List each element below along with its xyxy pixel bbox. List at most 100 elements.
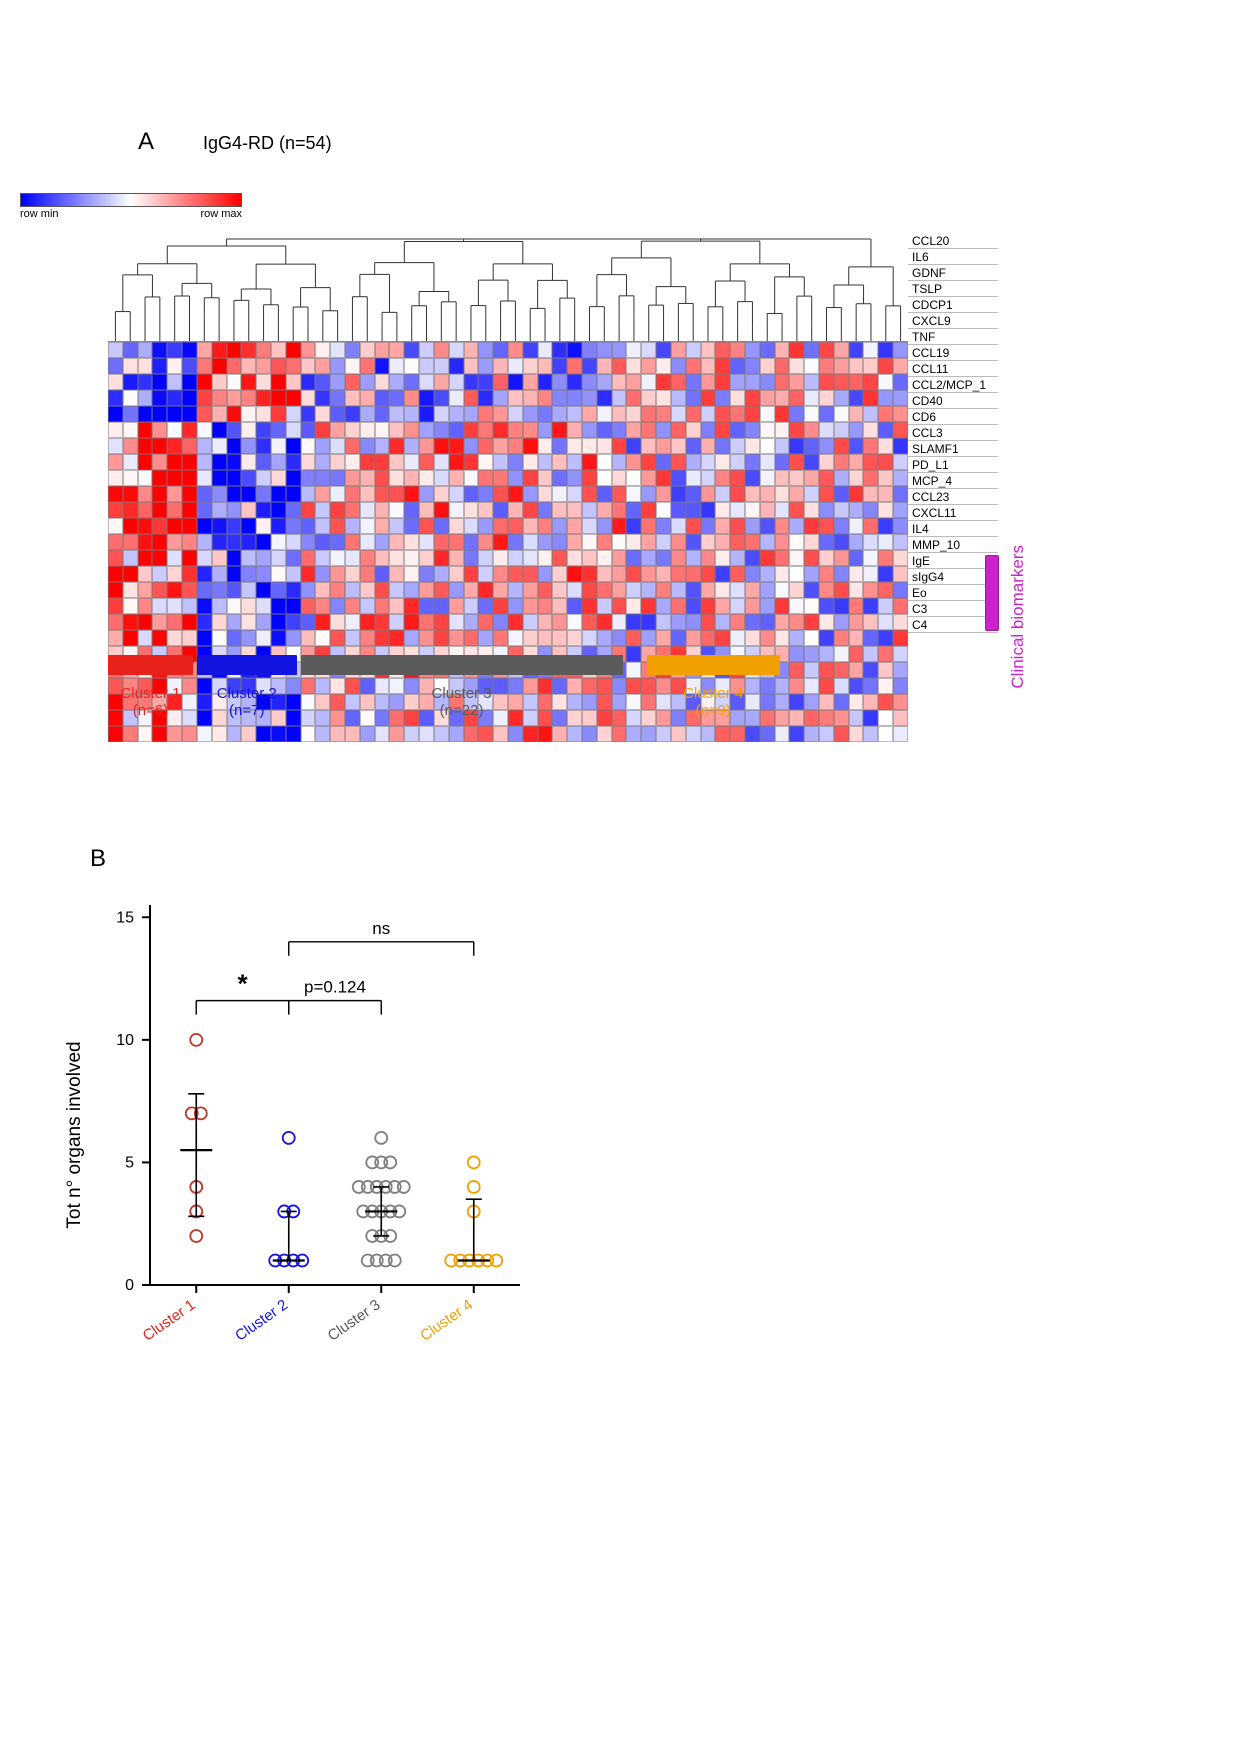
scatter-point-cluster-1[interactable] xyxy=(190,1034,202,1046)
scatter-point-cluster-3[interactable] xyxy=(384,1156,396,1168)
heatmap-cell xyxy=(582,470,597,486)
scatter-point-cluster-3[interactable] xyxy=(389,1254,401,1266)
heatmap-cell xyxy=(212,422,227,438)
heatmap-cell xyxy=(597,406,612,422)
heatmap-cell xyxy=(849,454,864,470)
scatter-point-cluster-2[interactable] xyxy=(283,1132,295,1144)
scatter-point-cluster-3[interactable] xyxy=(375,1132,387,1144)
heatmap-cell xyxy=(849,598,864,614)
heatmap-cell xyxy=(345,630,360,646)
heatmap-cell xyxy=(271,726,286,742)
heatmap-cell xyxy=(789,470,804,486)
heatmap-cell xyxy=(523,438,538,454)
heatmap-cell xyxy=(730,374,745,390)
heatmap-cell xyxy=(389,358,404,374)
heatmap-cell xyxy=(315,694,330,710)
heatmap-cell xyxy=(375,358,390,374)
heatmap-cell xyxy=(819,678,834,694)
heatmap-cell xyxy=(478,470,493,486)
row-label-CD40: CD40 xyxy=(908,393,998,409)
heatmap-cell xyxy=(538,438,553,454)
heatmap-cell xyxy=(182,598,197,614)
heatmap-cell xyxy=(849,694,864,710)
heatmap-cell xyxy=(227,486,242,502)
heatmap-cell xyxy=(804,566,819,582)
heatmap-cell xyxy=(893,454,908,470)
heatmap-cell xyxy=(597,630,612,646)
heatmap-cell xyxy=(701,390,716,406)
heatmap-cell xyxy=(760,422,775,438)
heatmap-cell xyxy=(523,534,538,550)
heatmap-cell xyxy=(138,358,153,374)
svg-text:0: 0 xyxy=(125,1277,134,1294)
svg-text:p=0.124: p=0.124 xyxy=(304,978,366,997)
heatmap-cell xyxy=(715,630,730,646)
heatmap-cell xyxy=(834,678,849,694)
heatmap-cell xyxy=(434,438,449,454)
cluster-bars-container: Cluster 1 (n=6) Cluster 2 (n=7) Cluster 3 (n=… xyxy=(108,655,908,675)
heatmap-cell xyxy=(330,582,345,598)
heatmap-cell xyxy=(315,406,330,422)
heatmap-cell xyxy=(893,502,908,518)
heatmap-cell xyxy=(878,390,893,406)
heatmap-cell xyxy=(849,630,864,646)
heatmap-cell xyxy=(804,614,819,630)
heatmap-cell xyxy=(227,534,242,550)
heatmap-cell xyxy=(301,630,316,646)
heatmap-cell xyxy=(345,518,360,534)
heatmap-cell xyxy=(197,454,212,470)
heatmap-cell xyxy=(404,598,419,614)
scatter-point-cluster-4[interactable] xyxy=(490,1254,502,1266)
heatmap-cell xyxy=(419,358,434,374)
heatmap-cell xyxy=(167,582,182,598)
heatmap-cell xyxy=(789,630,804,646)
row-label-CD6: CD6 xyxy=(908,409,998,425)
heatmap-cell xyxy=(212,342,227,358)
row-label-CDCP1: CDCP1 xyxy=(908,297,998,313)
scatter-point-cluster-4[interactable] xyxy=(468,1181,480,1193)
heatmap-cell xyxy=(464,534,479,550)
row-label-CCL11: CCL11 xyxy=(908,361,998,377)
heatmap-cell xyxy=(227,470,242,486)
heatmap-row-CD6 xyxy=(108,518,908,534)
heatmap-cell xyxy=(389,470,404,486)
heatmap-cell xyxy=(404,518,419,534)
heatmap-cell xyxy=(271,566,286,582)
heatmap-cell xyxy=(434,470,449,486)
heatmap-cell xyxy=(508,454,523,470)
heatmap-cell xyxy=(345,678,360,694)
heatmap-cell xyxy=(552,358,567,374)
heatmap-cell xyxy=(745,358,760,374)
scatter-point-cluster-3[interactable] xyxy=(398,1181,410,1193)
heatmap-cell xyxy=(315,438,330,454)
scatter-point-cluster-1[interactable] xyxy=(190,1230,202,1242)
heatmap-cell xyxy=(878,534,893,550)
heatmap-cell xyxy=(656,550,671,566)
heatmap-cell xyxy=(286,486,301,502)
heatmap-cell xyxy=(389,502,404,518)
heatmap-cell xyxy=(760,534,775,550)
row-label-CCL20: CCL20 xyxy=(908,233,998,249)
heatmap-cell xyxy=(745,454,760,470)
heatmap-row-GDNF xyxy=(108,374,908,390)
heatmap-cell xyxy=(730,550,745,566)
heatmap-cell xyxy=(656,406,671,422)
heatmap-cell xyxy=(775,502,790,518)
heatmap-cell xyxy=(597,470,612,486)
heatmap-cell xyxy=(389,582,404,598)
heatmap-cell xyxy=(819,614,834,630)
heatmap-cell xyxy=(567,598,582,614)
heatmap-cell xyxy=(227,390,242,406)
heatmap-cell xyxy=(863,374,878,390)
heatmap-cell xyxy=(612,374,627,390)
heatmap-cell xyxy=(582,678,597,694)
heatmap-cell xyxy=(330,694,345,710)
heatmap-cell xyxy=(834,550,849,566)
heatmap-cell xyxy=(804,582,819,598)
heatmap-cell xyxy=(478,630,493,646)
heatmap-cell xyxy=(567,550,582,566)
heatmap-cell xyxy=(863,566,878,582)
scatter-point-cluster-4[interactable] xyxy=(468,1156,480,1168)
heatmap-cell xyxy=(167,534,182,550)
heatmap-cell xyxy=(582,518,597,534)
